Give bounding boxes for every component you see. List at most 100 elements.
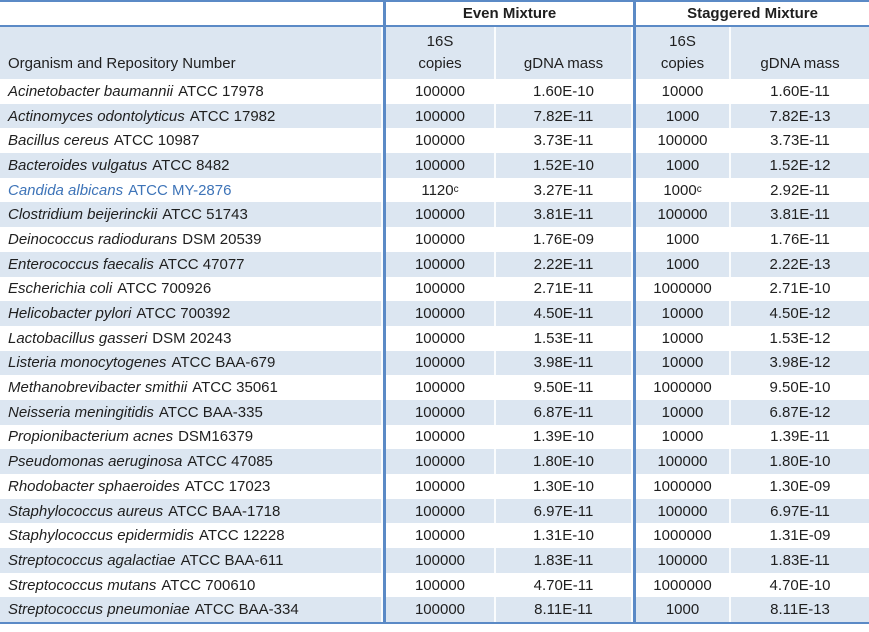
repository-number: ATCC 51743 (162, 206, 248, 224)
organism-cell: Staphylococcus epidermidis ATCC 12228 (0, 523, 383, 549)
organism-name: Candida albicans (8, 181, 124, 199)
staggered-copies-cell: 10000 (633, 399, 731, 425)
repository-number: ATCC 8482 (152, 156, 230, 174)
staggered-gdna-cell: 1.31E-09 (731, 523, 869, 548)
even-copies-cell: 100000 (383, 474, 496, 499)
table-row: Staphylococcus aureus ATCC BAA-1718 1000… (0, 498, 869, 524)
organism-name: Staphylococcus epidermidis (8, 527, 194, 545)
even-copies-cell: 100000 (383, 128, 496, 154)
staggered-gdna-cell: 9.50E-10 (731, 375, 869, 400)
organism-name: Pseudomonas aeruginosa (8, 453, 183, 471)
staggered-gdna-value: 1.39E-11 (770, 428, 830, 446)
even-copies-value: 100000 (414, 82, 466, 100)
organism-cell: Bacteroides vulgatus ATCC 8482 (0, 153, 383, 178)
even-gdna-value: 1.60E-10 (533, 82, 594, 100)
organism-name: Listeria monocytogenes (8, 354, 167, 372)
staggered-copies-value: 1000 (663, 181, 697, 199)
even-gdna-cell: 6.87E-11 (496, 399, 633, 425)
even-copies-cell: 100000 (383, 325, 496, 351)
repository-number: ATCC 47085 (187, 453, 273, 471)
even-gdna-cell: 9.50E-11 (496, 375, 633, 400)
even-gdna-value: 2.71E-11 (533, 280, 594, 298)
staggered-copies-value: 10000 (661, 305, 704, 323)
repository-number: ATCC 17978 (178, 82, 264, 100)
organism-cell: Staphylococcus aureus ATCC BAA-1718 (0, 498, 383, 524)
organism-cell: Neisseria meningitidis ATCC BAA-335 (0, 399, 383, 425)
repository-number: DSM 20243 (152, 329, 232, 347)
even-copies-value: 100000 (414, 329, 466, 347)
even-copies-cell: 100000 (383, 597, 496, 623)
staggered-gdna-value: 3.73E-11 (770, 132, 830, 150)
staggered-gdna-value: 1.80E-10 (769, 453, 831, 471)
even-gdna-value: 3.98E-11 (533, 354, 594, 372)
even-copies-cell: 100000 (383, 523, 496, 549)
staggered-gdna-value: 2.71E-10 (769, 280, 831, 298)
staggered-gdna-value: 7.82E-13 (769, 107, 831, 125)
even-copies-cell: 100000 (383, 424, 496, 450)
even-mixture-header: Even Mixture (383, 2, 633, 25)
staggered-copies-value: 10000 (661, 354, 704, 372)
even-gdna-label: gDNA mass (523, 55, 604, 72)
organism-name: Staphylococcus aureus (8, 502, 164, 520)
organism-cell: Streptococcus pneumoniae ATCC BAA-334 (0, 597, 383, 623)
staggered-copies-label: copies (660, 55, 705, 72)
staggered-footnote-marker: c (696, 184, 702, 196)
staggered-gdna-column-header: gDNA mass (731, 27, 869, 79)
table-group-header-row: Even Mixture Staggered Mixture (0, 0, 869, 27)
even-copies-value: 100000 (414, 379, 466, 397)
staggered-gdna-cell: 1.76E-11 (731, 227, 869, 252)
repository-number: ATCC 17023 (184, 477, 271, 495)
staggered-gdna-value: 3.81E-11 (770, 206, 830, 224)
even-copies-cell: 100000 (383, 103, 496, 129)
staggered-copies-value: 100000 (657, 551, 708, 569)
staggered-copies-cell: 10000 (633, 424, 731, 450)
even-gdna-cell: 1.60E-10 (496, 79, 633, 104)
staggered-copies-value: 1000000 (653, 379, 712, 397)
staggered-gdna-value: 3.98E-12 (769, 354, 831, 372)
staggered-gdna-value: 1.52E-12 (769, 156, 831, 174)
even-gdna-value: 1.83E-11 (533, 551, 594, 569)
even-gdna-value: 1.53E-11 (533, 329, 594, 347)
organism-cell: Pseudomonas aeruginosa ATCC 47085 (0, 449, 383, 474)
staggered-copies-value: 100000 (657, 502, 708, 520)
staggered-gdna-cell: 2.92E-11 (731, 178, 869, 203)
staggered-gdna-cell: 1.39E-11 (731, 425, 869, 450)
even-copies-value: 1120 (421, 181, 454, 199)
even-copies-value: 100000 (414, 551, 466, 569)
table-column-header-row: Organism and Repository Number 16S copie… (0, 27, 869, 79)
organism-name: Deinococcus radiodurans (8, 230, 178, 248)
even-gdna-value: 7.82E-11 (533, 107, 594, 125)
even-gdna-column-header: gDNA mass (496, 27, 633, 79)
table-row: Escherichia coli ATCC 700926 100000 2.71… (0, 276, 869, 302)
even-copies-value: 100000 (414, 428, 466, 446)
repository-number: ATCC BAA-1718 (168, 502, 281, 520)
organism-cell: Enterococcus faecalis ATCC 47077 (0, 251, 383, 277)
repository-number: DSM16379 (178, 428, 254, 446)
staggered-gdna-value: 1.83E-11 (770, 551, 830, 569)
even-copies-value: 100000 (414, 305, 466, 323)
staggered-copies-value: 100000 (657, 453, 708, 471)
staggered-gdna-value: 1.31E-09 (769, 527, 831, 545)
organism-cell: Lactobacillus gasseri DSM 20243 (0, 325, 383, 351)
even-gdna-cell: 2.71E-11 (496, 276, 633, 302)
even-copies-cell: 100000 (383, 301, 496, 326)
organism-header-label: Organism and Repository Number (8, 55, 236, 72)
organism-cell: Listeria monocytogenes ATCC BAA-679 (0, 350, 383, 376)
even-gdna-cell: 6.97E-11 (496, 498, 633, 524)
table-row: Lactobacillus gasseri DSM 20243 100000 1… (0, 325, 869, 351)
organism-name: Propionibacterium acnes (8, 428, 174, 446)
even-copies-cell: 100000 (383, 153, 496, 178)
repository-number: ATCC 700926 (117, 280, 212, 298)
group-header-spacer (0, 2, 383, 25)
even-copies-cell: 1120 c (383, 177, 496, 203)
organism-cell: Propionibacterium acnes DSM16379 (0, 424, 383, 450)
even-gdna-cell: 1.39E-10 (496, 424, 633, 450)
organism-cell: Helicobacter pylori ATCC 700392 (0, 301, 383, 326)
staggered-copies-cell: 10000 (633, 350, 731, 376)
even-copies-value: 100000 (414, 354, 466, 372)
organism-name: Escherichia coli (8, 280, 113, 298)
staggered-copies-cell: 10000 (633, 325, 731, 351)
table-row: Streptococcus pneumoniae ATCC BAA-334 10… (0, 597, 869, 623)
staggered-copies-value: 1000 (665, 601, 700, 619)
